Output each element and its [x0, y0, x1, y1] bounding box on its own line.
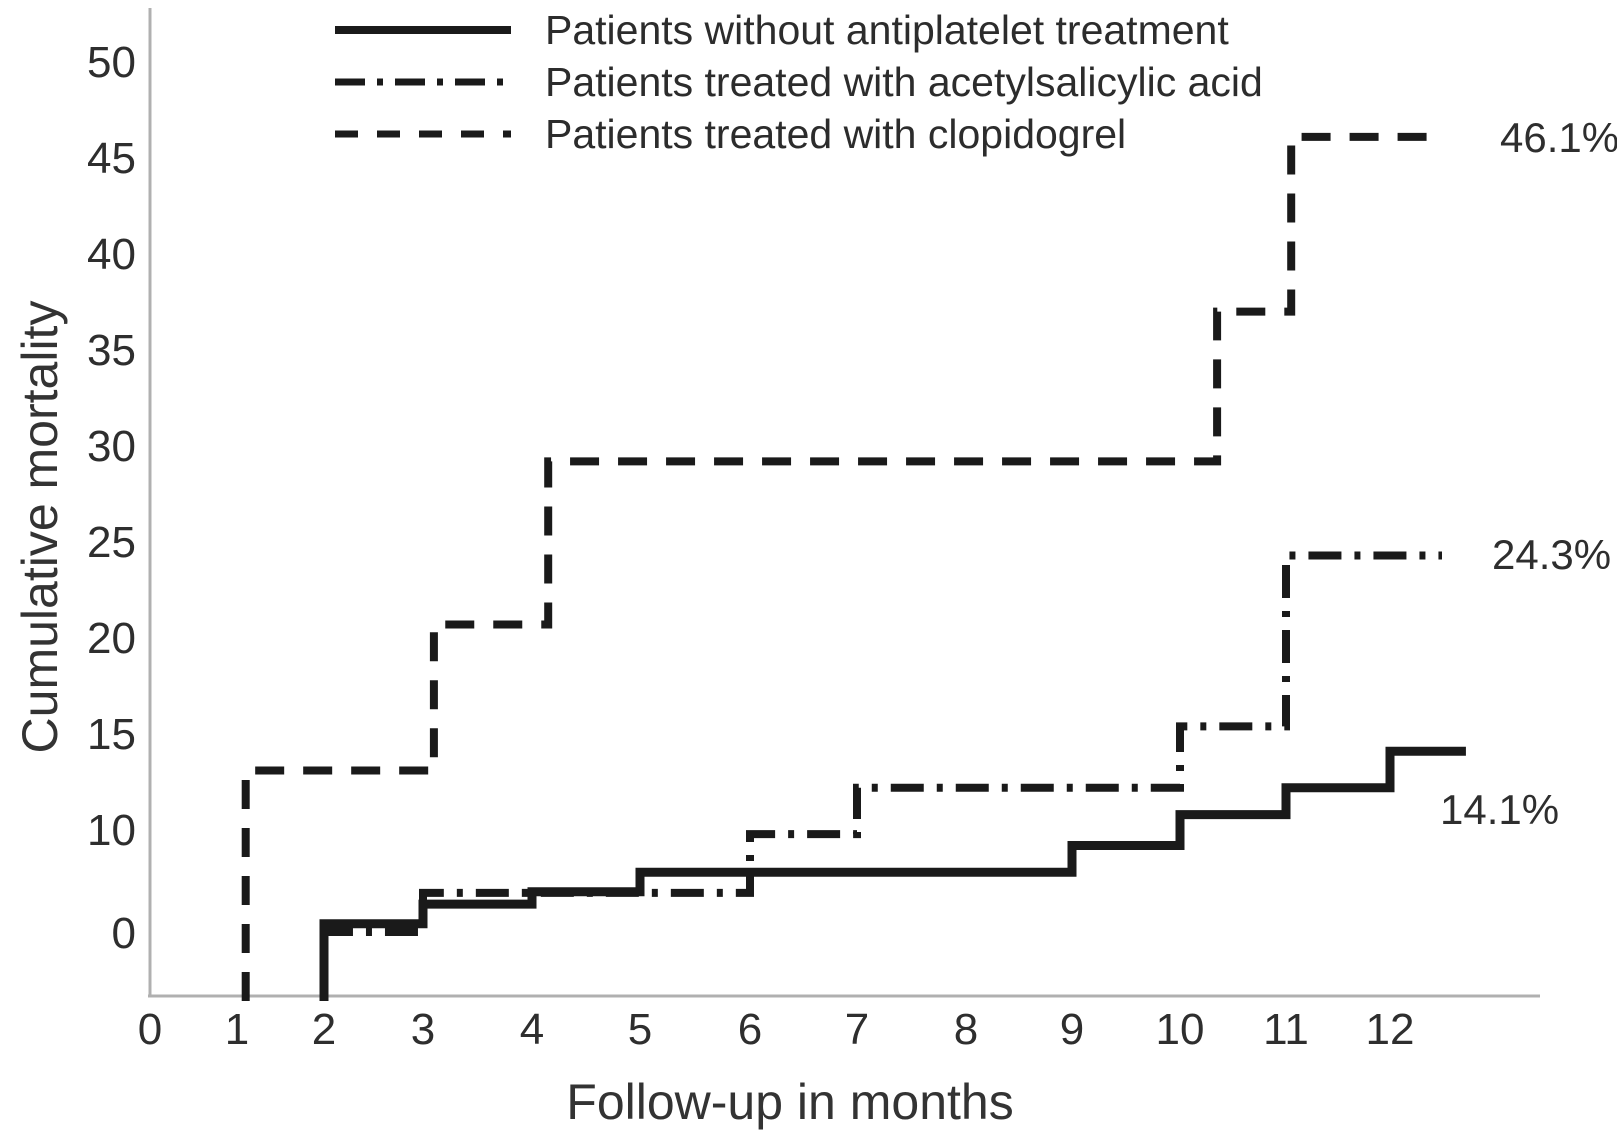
- x-tick-label: 5: [628, 1005, 652, 1054]
- legend-row-clopidogrel: Patients treated with clopidogrel: [333, 108, 1263, 160]
- end-label-clopidogrel: 46.1%: [1500, 113, 1617, 161]
- x-tick-label: 6: [738, 1005, 762, 1054]
- end-label-acetylsalicylic-acid: 24.3%: [1492, 531, 1612, 579]
- legend-label-clopidogrel: Patients treated with clopidogrel: [545, 110, 1127, 157]
- y-tick-label: 20: [87, 614, 136, 663]
- series-line-no-antiplatelet: [319, 746, 1466, 1001]
- legend-row-acetylsalicylic-acid: Patients treated with acetylsalicylic ac…: [333, 56, 1263, 108]
- series-line-acetylsalicylic-acid: [320, 551, 1442, 1001]
- series-line-clopidogrel: [241, 132, 1446, 1001]
- x-tick-label: 3: [411, 1005, 435, 1054]
- x-tick-label: 4: [520, 1005, 544, 1054]
- y-tick-label: 30: [87, 422, 136, 471]
- x-tick-label: 8: [954, 1005, 978, 1054]
- x-axis-title: Follow-up in months: [566, 1074, 1014, 1130]
- legend-label-acetylsalicylic-acid: Patients treated with acetylsalicylic ac…: [545, 58, 1263, 105]
- x-tick-label: 2: [312, 1005, 336, 1054]
- x-tick-label: 9: [1060, 1005, 1084, 1054]
- legend-row-no-antiplatelet: Patients without antiplatelet treatment: [333, 4, 1263, 56]
- y-axis-title: Cumulative mortality: [12, 300, 68, 754]
- y-tick-label: 50: [87, 38, 136, 87]
- y-tick-label: 35: [87, 326, 136, 375]
- legend-dash-dot-line-icon: [335, 78, 511, 86]
- x-tick-label: 11: [1263, 1005, 1309, 1054]
- y-tick-label: 25: [87, 518, 136, 567]
- x-tick-label: 7: [845, 1005, 869, 1054]
- y-tick-label: 10: [87, 806, 136, 855]
- y-tick-label: 0: [112, 909, 136, 958]
- x-tick-label: 12: [1366, 1005, 1415, 1054]
- x-tick-label: 10: [1156, 1005, 1205, 1054]
- end-label-no-antiplatelet: 14.1%: [1440, 786, 1560, 834]
- legend: Patients without antiplatelet treatment …: [333, 4, 1263, 160]
- legend-dashed-line-icon: [335, 130, 511, 138]
- legend-solid-line-icon: [335, 26, 511, 34]
- y-tick-label: 45: [87, 134, 136, 183]
- x-tick-label: 0: [138, 1005, 162, 1054]
- legend-label-no-antiplatelet: Patients without antiplatelet treatment: [545, 6, 1229, 53]
- y-tick-label: 15: [87, 710, 136, 759]
- y-tick-label: 40: [87, 230, 136, 279]
- x-tick-label: 1: [225, 1005, 249, 1054]
